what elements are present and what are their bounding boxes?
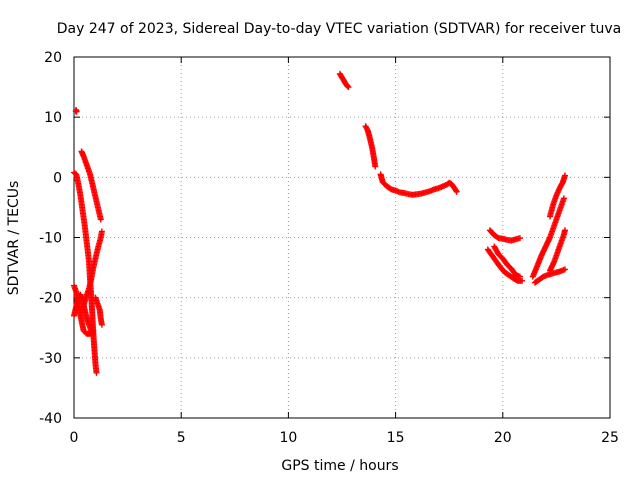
y-tick-label: 20 xyxy=(44,50,62,66)
y-tick-label: -10 xyxy=(39,231,62,247)
data-point xyxy=(345,84,352,91)
data-point xyxy=(90,327,97,334)
y-tick-label: 0 xyxy=(53,170,62,186)
data-point xyxy=(453,188,460,195)
data-point xyxy=(516,273,523,280)
data-point xyxy=(561,266,568,273)
data-point xyxy=(516,235,523,242)
data-point xyxy=(98,228,105,235)
data-point xyxy=(344,83,351,90)
x-tick-label: 20 xyxy=(494,430,512,446)
y-axis-label: SDTVAR / TECUs xyxy=(6,181,22,296)
data-point xyxy=(73,108,80,115)
data-point xyxy=(561,172,568,179)
data-point xyxy=(97,216,104,223)
grid-lines xyxy=(74,57,610,418)
data-point xyxy=(561,227,568,234)
data-point xyxy=(98,321,105,328)
data-point xyxy=(560,195,567,202)
x-tick-label: 0 xyxy=(70,430,79,446)
chart-title: Day 247 of 2023, Sidereal Day-to-day VTE… xyxy=(57,21,621,37)
x-tick-label: 5 xyxy=(177,430,186,446)
y-tick-label: -40 xyxy=(39,411,62,427)
y-tick-label: -30 xyxy=(39,351,62,367)
data-point xyxy=(372,163,379,170)
data-point xyxy=(519,277,526,284)
y-tick-label: -20 xyxy=(39,291,62,307)
x-tick-label: 15 xyxy=(387,430,405,446)
x-axis-label: GPS time / hours xyxy=(281,458,398,474)
data-point xyxy=(93,369,100,376)
axis-ticks xyxy=(73,56,611,419)
axis-tick-labels: 0 5 10 15 20 25 -40 -30 -20 -10 0 10 20 xyxy=(39,50,619,446)
data-points xyxy=(71,70,568,376)
x-tick-label: 25 xyxy=(601,430,619,446)
data-point xyxy=(89,328,96,335)
y-tick-label: 10 xyxy=(44,110,62,126)
data-point xyxy=(452,187,459,194)
x-tick-label: 10 xyxy=(279,430,297,446)
